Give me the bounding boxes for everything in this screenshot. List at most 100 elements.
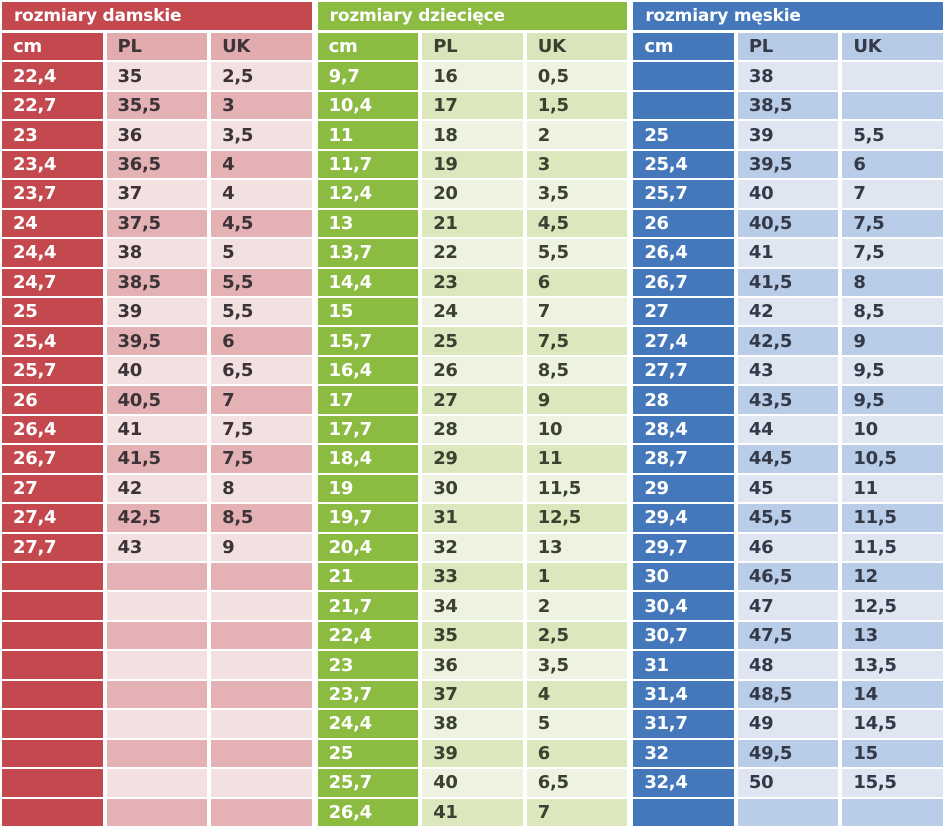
cm-cell: 25,4 — [633, 150, 734, 179]
pl-cell: 43,5 — [737, 386, 839, 414]
size-grid-meskie: cm PL UK 38 38,5 25 39 5,5 25,4 39,5 6 25,7 40 7 26 40,… — [633, 33, 943, 826]
pl-cell: 39 — [422, 739, 523, 768]
pl-cell: 45 — [737, 474, 839, 503]
uk-cell: 11 — [526, 445, 628, 473]
pl-cell: 35 — [422, 621, 523, 650]
uk-cell: 12,5 — [842, 592, 943, 620]
uk-cell: 2 — [526, 592, 628, 620]
uk-cell: 5 — [526, 710, 628, 738]
cm-cell: 28,7 — [633, 445, 734, 473]
pl-cell: 43 — [106, 533, 208, 561]
cm-cell: 25 — [633, 121, 734, 149]
cm-cell: 24,4 — [2, 239, 103, 267]
pl-cell — [106, 739, 208, 768]
uk-cell — [211, 563, 312, 591]
uk-cell: 6,5 — [211, 356, 312, 385]
cm-cell — [2, 739, 103, 768]
pl-cell: 49 — [737, 710, 839, 738]
pl-cell: 18 — [422, 121, 523, 149]
uk-cell: 9,5 — [842, 386, 943, 414]
uk-cell: 8 — [842, 268, 943, 296]
pl-cell: 37,5 — [106, 209, 208, 238]
cm-cell: 29,4 — [633, 504, 734, 532]
table-title-meskie: rozmiary męskie — [633, 2, 943, 30]
pl-cell — [106, 798, 208, 826]
cm-cell: 27,7 — [633, 356, 734, 385]
pl-cell: 40 — [422, 769, 523, 797]
cm-cell: 25,7 — [633, 180, 734, 208]
uk-cell: 8,5 — [842, 298, 943, 326]
pl-cell: 35 — [106, 62, 208, 90]
uk-cell — [211, 710, 312, 738]
cm-cell: 28,4 — [633, 415, 734, 444]
uk-cell: 13 — [842, 621, 943, 650]
cm-cell: 23 — [317, 651, 419, 679]
pl-cell: 41 — [106, 415, 208, 444]
pl-cell: 42 — [737, 298, 839, 326]
uk-cell: 9 — [842, 327, 943, 355]
uk-cell: 2,5 — [526, 621, 628, 650]
cm-cell: 21 — [317, 563, 419, 591]
cm-cell: 22,7 — [2, 91, 103, 120]
cm-cell: 11 — [317, 121, 419, 149]
pl-cell: 40 — [737, 180, 839, 208]
cm-cell: 13,7 — [317, 239, 419, 267]
pl-cell: 26 — [422, 356, 523, 385]
cm-cell: 24,7 — [2, 268, 103, 296]
table-title-damskie: rozmiary damskie — [2, 2, 312, 30]
uk-cell — [211, 592, 312, 620]
uk-cell: 7,5 — [211, 415, 312, 444]
pl-cell: 39,5 — [737, 150, 839, 179]
cm-cell: 22,4 — [2, 62, 103, 90]
uk-cell: 6 — [526, 739, 628, 768]
cm-cell: 27,4 — [2, 504, 103, 532]
cm-cell: 28 — [633, 386, 734, 414]
pl-cell: 40,5 — [737, 209, 839, 238]
cm-cell: 26,7 — [2, 445, 103, 473]
uk-cell: 5,5 — [842, 121, 943, 149]
uk-cell — [211, 621, 312, 650]
cm-cell: 29,7 — [633, 533, 734, 561]
uk-cell: 13,5 — [842, 651, 943, 679]
uk-cell: 0,5 — [526, 62, 628, 90]
cm-cell: 15 — [317, 298, 419, 326]
uk-cell — [211, 680, 312, 709]
pl-cell: 28 — [422, 415, 523, 444]
uk-cell: 6 — [842, 150, 943, 179]
uk-cell: 15,5 — [842, 769, 943, 797]
cm-cell: 30,4 — [633, 592, 734, 620]
cm-cell: 25,7 — [2, 356, 103, 385]
pl-cell: 36 — [422, 651, 523, 679]
pl-cell: 22 — [422, 239, 523, 267]
pl-cell: 42 — [106, 474, 208, 503]
pl-cell: 36,5 — [106, 150, 208, 179]
cm-cell: 32 — [633, 739, 734, 768]
cm-cell: 27,4 — [633, 327, 734, 355]
uk-cell: 1 — [526, 563, 628, 591]
uk-cell: 4,5 — [211, 209, 312, 238]
pl-cell — [106, 680, 208, 709]
uk-cell — [842, 62, 943, 90]
table-title-dzieciece: rozmiary dziecięce — [317, 2, 628, 30]
pl-cell: 41 — [737, 239, 839, 267]
cm-cell: 23,7 — [317, 680, 419, 709]
cm-cell — [2, 621, 103, 650]
uk-cell: 8,5 — [526, 356, 628, 385]
uk-cell: 11 — [842, 474, 943, 503]
size-grid-dzieciece: cm PL UK 9,7 16 0,5 10,4 17 1,5 11 18 2 11,7 19 3 12,4 2… — [317, 33, 628, 826]
uk-cell: 7,5 — [526, 327, 628, 355]
pl-cell — [106, 651, 208, 679]
uk-cell: 4 — [211, 150, 312, 179]
pl-cell: 47 — [737, 592, 839, 620]
uk-cell: 3,5 — [526, 180, 628, 208]
cm-cell — [2, 563, 103, 591]
cm-cell: 13 — [317, 209, 419, 238]
uk-cell — [211, 769, 312, 797]
uk-cell: 4,5 — [526, 209, 628, 238]
cm-cell: 23,7 — [2, 180, 103, 208]
pl-cell: 38 — [106, 239, 208, 267]
uk-cell: 3 — [526, 150, 628, 179]
pl-cell — [106, 769, 208, 797]
pl-cell: 17 — [422, 91, 523, 120]
uk-cell: 7 — [211, 386, 312, 414]
